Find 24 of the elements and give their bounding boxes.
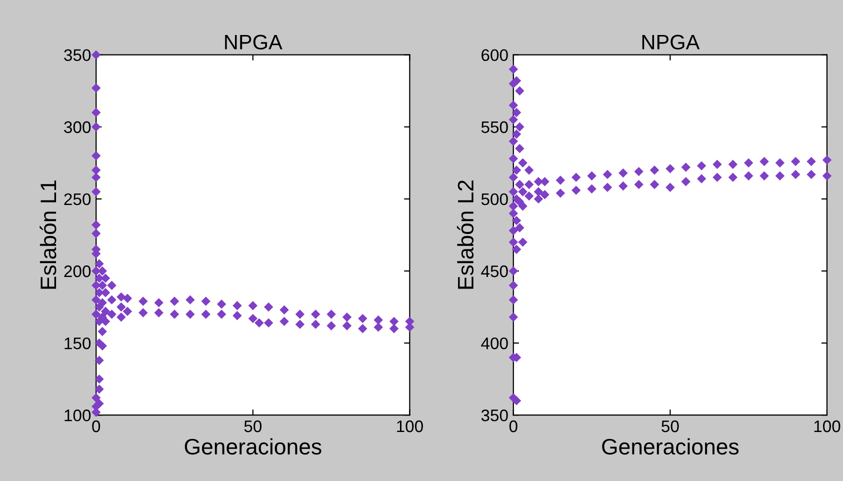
y-axis-title: Eslabón L2 bbox=[456, 180, 474, 289]
y-tick-label: 300 bbox=[64, 121, 91, 134]
x-tick-label: 0 bbox=[92, 420, 100, 432]
y-tick-label: 200 bbox=[64, 265, 91, 278]
chart-title: NPGA bbox=[642, 34, 700, 50]
x-tick-label: 50 bbox=[244, 420, 262, 432]
y-tick-label: 150 bbox=[64, 337, 91, 350]
x-tick-label: 0 bbox=[509, 420, 518, 432]
y-tick-label: 350 bbox=[481, 410, 508, 422]
y-axis-title: Eslabón L1 bbox=[40, 180, 56, 289]
x-axis-title: Generaciones bbox=[184, 438, 322, 455]
y-tick-label: 350 bbox=[64, 49, 91, 62]
y-tick-label: 500 bbox=[481, 193, 508, 206]
x-tick-label: 100 bbox=[397, 420, 423, 432]
y-tick-label: 400 bbox=[481, 337, 508, 350]
x-axis-title: Generaciones bbox=[602, 438, 739, 455]
y-tick-label: 450 bbox=[481, 265, 508, 278]
y-tick-label: 250 bbox=[64, 193, 91, 206]
chart-title: NPGA bbox=[225, 34, 282, 50]
y-tick-label: 100 bbox=[64, 410, 91, 422]
x-tick-label: 100 bbox=[814, 420, 840, 432]
y-tick-label: 550 bbox=[481, 121, 508, 134]
x-tick-label: 50 bbox=[662, 420, 679, 432]
y-tick-label: 600 bbox=[482, 49, 508, 62]
